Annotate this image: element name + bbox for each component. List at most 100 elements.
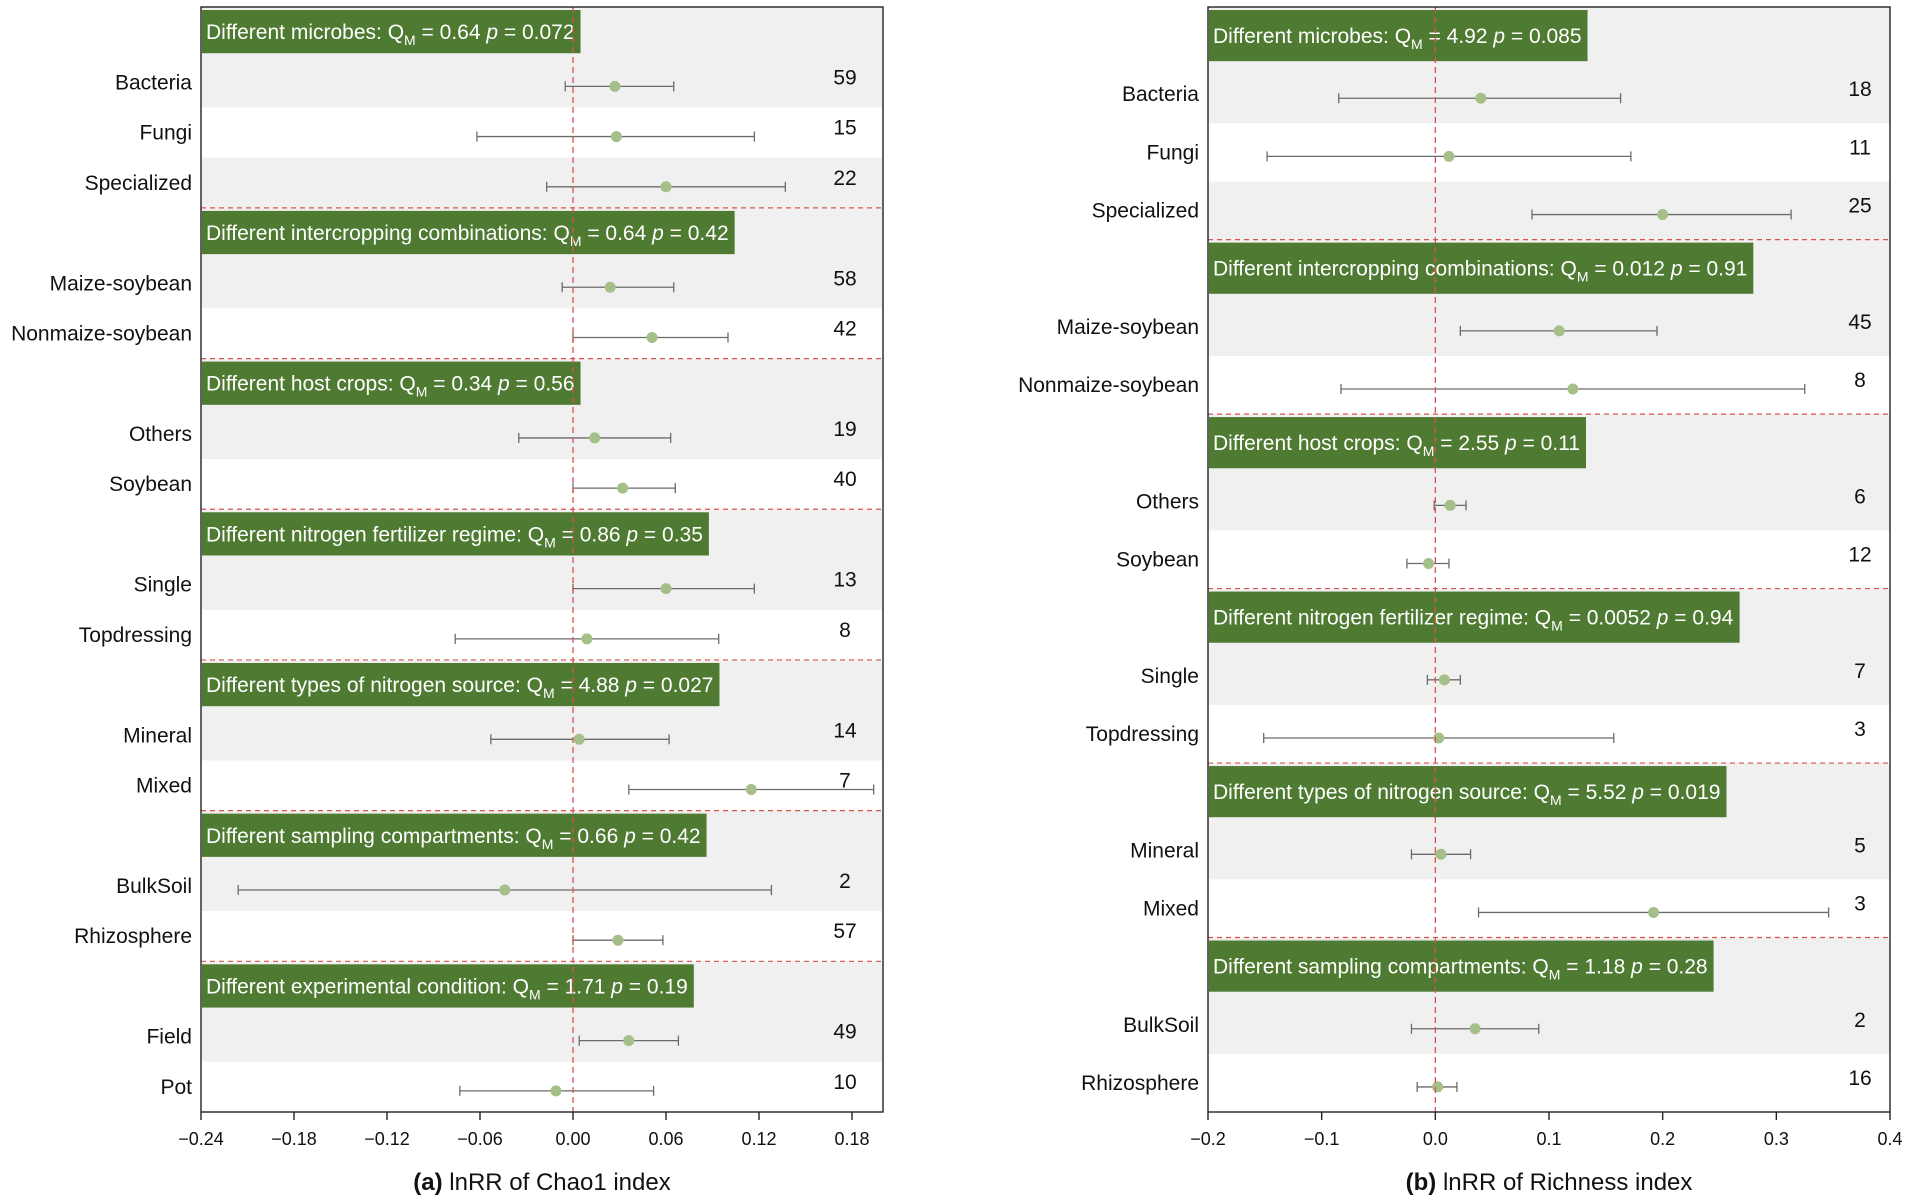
qm-subscript: M xyxy=(1577,269,1589,285)
effect-point xyxy=(646,331,658,343)
p-label: p xyxy=(618,825,636,848)
p-equals: = xyxy=(623,975,647,998)
group-header: Different host crops: QM = 0.34 p = 0.56 xyxy=(202,361,581,405)
group-header: Different intercropping combinations: QM… xyxy=(1209,242,1754,294)
sample-size: 19 xyxy=(833,418,856,441)
group-header-text: Different nitrogen fertilizer regime: QM… xyxy=(206,523,703,550)
group-header: Different nitrogen fertilizer regime: QM… xyxy=(202,512,709,556)
qm-label: Q xyxy=(1406,432,1422,455)
group-title: Different intercropping combinations: xyxy=(206,222,553,245)
sample-size: 2 xyxy=(1854,1009,1866,1032)
x-tick-label: 0.18 xyxy=(834,1129,869,1149)
row-label: Field xyxy=(146,1026,192,1049)
group-header-badge xyxy=(202,10,581,54)
x-tick-label: 0.00 xyxy=(555,1129,590,1149)
qm-label: Q xyxy=(1532,956,1548,979)
separator-layer xyxy=(201,207,883,962)
row-stripe xyxy=(201,1011,883,1062)
mark-layer xyxy=(237,80,875,1097)
sample-size: 3 xyxy=(1854,892,1866,915)
panel-a: Different microbes: QM = 0.64 p = 0.072D… xyxy=(11,6,884,1196)
qm-subscript: M xyxy=(1411,36,1423,52)
sample-size: 15 xyxy=(833,117,856,140)
group-header-badge xyxy=(202,813,707,857)
qm-equals: = xyxy=(1563,607,1587,630)
sample-size: 3 xyxy=(1854,718,1866,741)
p-label: p xyxy=(619,674,637,697)
group-header-badge xyxy=(202,210,735,255)
group-title: Different microbes: xyxy=(1213,25,1395,48)
group-header-text: Different host crops: QM = 0.34 p = 0.56 xyxy=(206,373,575,400)
row-stripe xyxy=(201,57,883,108)
p-value: 0.11 xyxy=(1541,432,1580,455)
p-label: p xyxy=(1488,25,1506,48)
p-equals: = xyxy=(638,523,662,546)
p-value: 0.56 xyxy=(534,373,575,396)
row-stripe xyxy=(1208,821,1890,880)
qm-label: Q xyxy=(553,222,569,245)
group-header: Different host crops: QM = 2.55 p = 0.11 xyxy=(1209,417,1586,469)
row-label: Topdressing xyxy=(79,624,192,647)
sample-size: 45 xyxy=(1848,311,1871,334)
effect-point xyxy=(1435,848,1447,860)
effect-point xyxy=(610,131,622,143)
p-label: p xyxy=(492,373,510,396)
p-value: 0.94 xyxy=(1692,607,1733,630)
header-layer: Different microbes: QM = 4.92 p = 0.085D… xyxy=(1209,10,1754,992)
effect-point xyxy=(1423,558,1435,569)
x-tick-label: 0.12 xyxy=(741,1129,776,1149)
group-title: Different sampling compartments: xyxy=(1213,956,1532,979)
row-label: Rhizosphere xyxy=(1081,1072,1199,1095)
row-label: Pot xyxy=(160,1076,192,1099)
row-label: Single xyxy=(134,574,192,597)
qm-label: Q xyxy=(399,373,415,396)
qm-label: Q xyxy=(513,975,529,998)
p-value: 0.42 xyxy=(660,825,701,848)
sample-size: 22 xyxy=(833,167,856,190)
group-header: Different sampling compartments: QM = 1.… xyxy=(1209,940,1714,992)
row-stripe xyxy=(1208,181,1890,240)
effect-point xyxy=(550,1085,562,1097)
qm-subscript: M xyxy=(1423,443,1435,459)
x-tick-label: −0.18 xyxy=(271,1129,317,1149)
group-header-text: Different sampling compartments: QM = 0.… xyxy=(206,825,701,852)
qm-subscript: M xyxy=(404,32,416,48)
qm-label: Q xyxy=(1560,258,1576,281)
effect-point xyxy=(581,633,593,645)
group-title: Different microbes: xyxy=(206,21,388,44)
row-stripe xyxy=(201,157,883,208)
x-tick-label: −0.06 xyxy=(457,1129,503,1149)
row-stripe xyxy=(201,559,883,610)
group-header-badge xyxy=(1209,417,1586,469)
p-label: p xyxy=(1651,607,1669,630)
row-stripe xyxy=(201,408,883,460)
p-value: 0.019 xyxy=(1668,781,1721,804)
qm-subscript: M xyxy=(1549,967,1561,983)
sample-size: 40 xyxy=(833,468,856,491)
row-label: Nonmaize-soybean xyxy=(1018,374,1199,397)
p-equals: = xyxy=(636,825,660,848)
x-tick-label: 0.3 xyxy=(1764,1129,1789,1149)
qm-label: Q xyxy=(525,825,541,848)
effect-point xyxy=(573,733,585,745)
p-equals: = xyxy=(1517,432,1541,455)
x-axis-title: (b) lnRR of Richness index xyxy=(1406,1169,1693,1196)
x-tick-label: −0.1 xyxy=(1304,1129,1340,1149)
row-label: Bacteria xyxy=(115,71,192,94)
qm-equals: = xyxy=(541,975,565,998)
qm-value: 2.55 xyxy=(1458,432,1499,455)
row-label: Maize-soybean xyxy=(50,272,192,295)
qm-label: Q xyxy=(1395,25,1411,48)
p-value: 0.085 xyxy=(1529,25,1582,48)
group-header: Different types of nitrogen source: QM =… xyxy=(1209,766,1727,818)
sample-size: 13 xyxy=(833,569,856,592)
p-label: p xyxy=(1626,781,1644,804)
effect-point xyxy=(1553,325,1565,337)
sample-size: 7 xyxy=(839,770,851,793)
p-equals: = xyxy=(1683,258,1707,281)
qm-value: 0.64 xyxy=(440,21,481,44)
qm-equals: = xyxy=(581,222,605,245)
group-title: Different nitrogen fertilizer regime: xyxy=(1213,607,1535,630)
effect-point xyxy=(1657,209,1669,221)
effect-point xyxy=(623,1035,635,1047)
